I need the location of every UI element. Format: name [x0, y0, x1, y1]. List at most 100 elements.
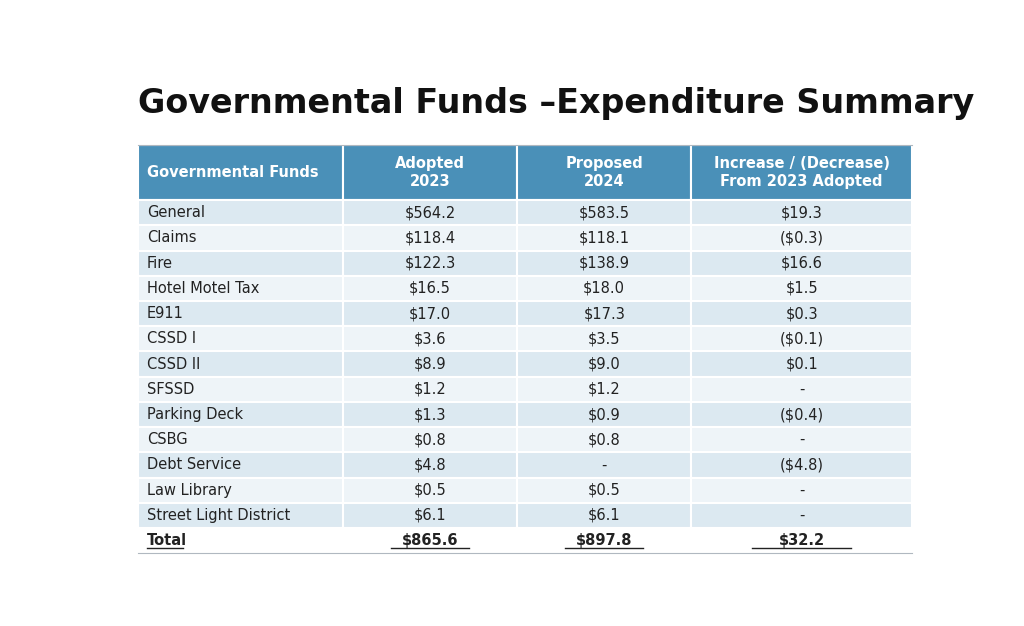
Text: $4.8: $4.8: [414, 458, 446, 473]
Bar: [691, 351, 912, 377]
Text: Governmental Funds: Governmental Funds: [147, 165, 318, 180]
Bar: [517, 145, 691, 200]
Text: $9.0: $9.0: [588, 357, 621, 372]
Bar: [137, 402, 343, 427]
Bar: [517, 528, 691, 553]
Text: Street Light District: Street Light District: [147, 508, 290, 523]
Bar: [517, 326, 691, 351]
Text: -: -: [799, 382, 805, 397]
Text: $32.2: $32.2: [778, 533, 824, 548]
Bar: [137, 276, 343, 301]
Text: SFSSD: SFSSD: [147, 382, 195, 397]
Text: $0.3: $0.3: [785, 306, 818, 321]
Text: $18.0: $18.0: [584, 281, 626, 296]
Bar: [137, 377, 343, 402]
Text: $8.9: $8.9: [414, 357, 446, 372]
Text: $0.8: $0.8: [588, 433, 621, 447]
Bar: [343, 276, 517, 301]
Bar: [691, 250, 912, 276]
Bar: [137, 225, 343, 250]
Bar: [137, 351, 343, 377]
Text: CSSD I: CSSD I: [147, 331, 197, 346]
Text: $0.1: $0.1: [785, 357, 818, 372]
Bar: [343, 377, 517, 402]
Bar: [691, 377, 912, 402]
Bar: [343, 326, 517, 351]
Bar: [691, 402, 912, 427]
Bar: [137, 427, 343, 453]
Text: $3.5: $3.5: [588, 331, 621, 346]
Text: $17.3: $17.3: [584, 306, 625, 321]
Text: Hotel Motel Tax: Hotel Motel Tax: [147, 281, 259, 296]
Bar: [691, 225, 912, 250]
Text: Claims: Claims: [147, 230, 197, 245]
Text: Debt Service: Debt Service: [147, 458, 242, 473]
Bar: [691, 478, 912, 503]
Text: Law Library: Law Library: [147, 483, 231, 498]
Bar: [343, 528, 517, 553]
Text: Total: Total: [147, 533, 187, 548]
Bar: [517, 200, 691, 225]
Text: $897.8: $897.8: [575, 533, 633, 548]
Bar: [691, 326, 912, 351]
Bar: [137, 326, 343, 351]
Bar: [517, 478, 691, 503]
Text: Governmental Funds –Expenditure Summary: Governmental Funds –Expenditure Summary: [137, 87, 974, 120]
Text: Parking Deck: Parking Deck: [147, 407, 243, 422]
Bar: [343, 503, 517, 528]
Bar: [343, 402, 517, 427]
Bar: [691, 276, 912, 301]
Text: Proposed
2024: Proposed 2024: [565, 156, 643, 189]
Text: $865.6: $865.6: [401, 533, 458, 548]
Text: $0.8: $0.8: [414, 433, 446, 447]
Bar: [691, 453, 912, 478]
Text: $19.3: $19.3: [781, 205, 822, 220]
Text: ($0.1): ($0.1): [779, 331, 823, 346]
Text: $1.5: $1.5: [785, 281, 818, 296]
Bar: [137, 301, 343, 326]
Bar: [517, 377, 691, 402]
Text: -: -: [799, 483, 805, 498]
Text: E911: E911: [147, 306, 184, 321]
Bar: [517, 225, 691, 250]
Bar: [517, 402, 691, 427]
Text: CSSD II: CSSD II: [147, 357, 201, 372]
Bar: [137, 503, 343, 528]
Text: Increase / (Decrease)
From 2023 Adopted: Increase / (Decrease) From 2023 Adopted: [714, 156, 890, 189]
Bar: [343, 351, 517, 377]
Bar: [137, 453, 343, 478]
Text: General: General: [147, 205, 205, 220]
Bar: [343, 200, 517, 225]
Text: Adopted
2023: Adopted 2023: [395, 156, 465, 189]
Text: $3.6: $3.6: [414, 331, 446, 346]
Bar: [517, 250, 691, 276]
Text: $16.5: $16.5: [409, 281, 451, 296]
Text: $118.4: $118.4: [404, 230, 456, 245]
Bar: [137, 200, 343, 225]
Bar: [343, 301, 517, 326]
Bar: [343, 427, 517, 453]
Bar: [137, 145, 343, 200]
Text: $583.5: $583.5: [579, 205, 630, 220]
Text: $1.3: $1.3: [414, 407, 446, 422]
Bar: [691, 301, 912, 326]
Text: $122.3: $122.3: [404, 255, 456, 270]
Bar: [691, 200, 912, 225]
Text: ($0.3): ($0.3): [779, 230, 823, 245]
Bar: [517, 453, 691, 478]
Bar: [517, 301, 691, 326]
Bar: [691, 145, 912, 200]
Bar: [343, 250, 517, 276]
Text: $6.1: $6.1: [588, 508, 621, 523]
Bar: [517, 351, 691, 377]
Bar: [137, 528, 343, 553]
Bar: [343, 478, 517, 503]
Text: $1.2: $1.2: [588, 382, 621, 397]
Text: $17.0: $17.0: [409, 306, 451, 321]
Text: $1.2: $1.2: [414, 382, 446, 397]
Bar: [691, 528, 912, 553]
Text: ($4.8): ($4.8): [779, 458, 823, 473]
Text: -: -: [799, 433, 805, 447]
Bar: [691, 427, 912, 453]
Text: $16.6: $16.6: [780, 255, 822, 270]
